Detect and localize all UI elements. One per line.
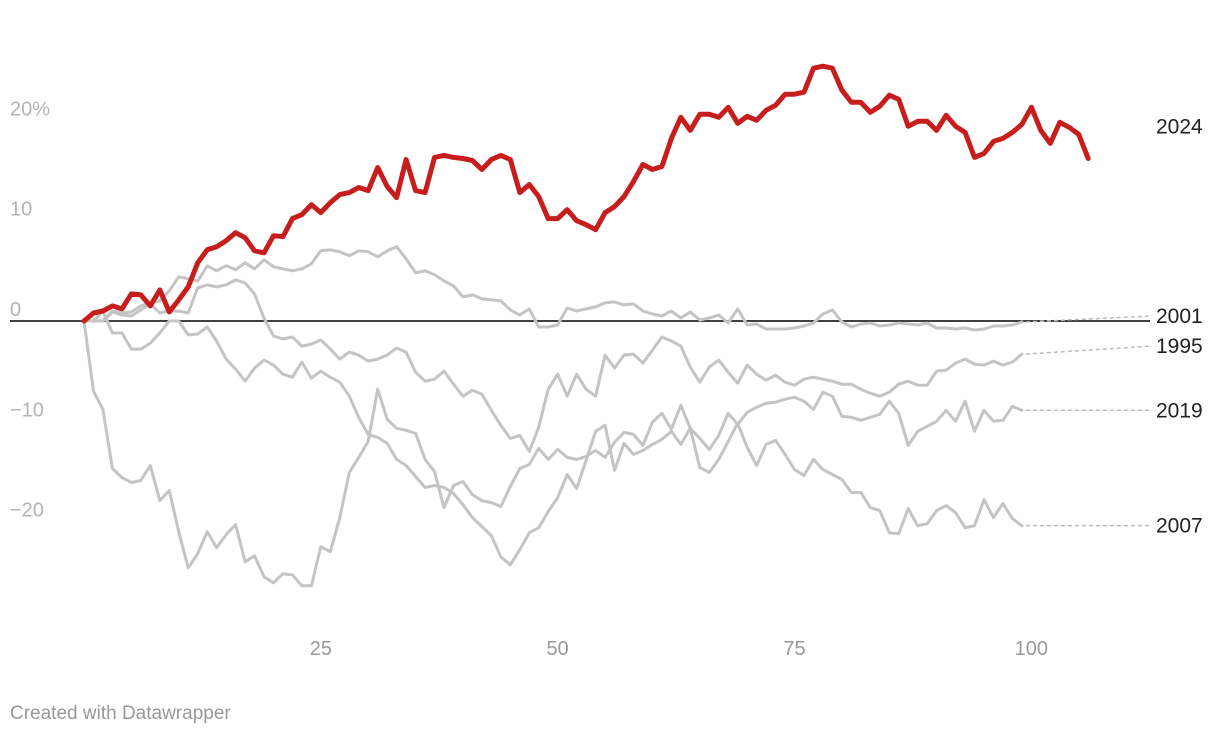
x-tick-label: 75 xyxy=(783,638,805,660)
series-line-2007 xyxy=(82,319,1024,588)
series-label-2001: 2001 xyxy=(1156,305,1203,328)
series-label-2024: 2024 xyxy=(1156,115,1203,138)
leader-line-1995 xyxy=(1025,345,1153,355)
y-tick-label: −10 xyxy=(10,399,44,421)
series-label-2007: 2007 xyxy=(1156,515,1203,538)
series-line-2001 xyxy=(82,245,1024,332)
series-label-1995: 1995 xyxy=(1156,335,1203,358)
x-tick-label: 50 xyxy=(547,638,569,660)
x-axis: 25 50 75 100 xyxy=(310,638,1048,660)
series-labels: 2001 1995 2019 2007 2024 xyxy=(1025,115,1203,538)
series-line-2019 xyxy=(82,309,1024,567)
series-line-2024 xyxy=(81,63,1091,324)
y-axis: 20% 10 0 −10 −20 xyxy=(10,98,50,521)
series-lines xyxy=(81,63,1091,588)
y-tick-label: 10 xyxy=(10,199,32,221)
x-tick-label: 100 xyxy=(1015,638,1048,660)
leader-line-2001 xyxy=(1025,315,1153,323)
series-label-2019: 2019 xyxy=(1156,399,1203,422)
y-tick-label: 0 xyxy=(10,299,21,321)
x-tick-label: 25 xyxy=(310,638,332,660)
y-tick-label: 20% xyxy=(10,98,50,120)
y-tick-label: −20 xyxy=(10,500,44,522)
credit-text: Created with Datawrapper xyxy=(10,703,231,724)
series-line-1995 xyxy=(82,278,1024,453)
